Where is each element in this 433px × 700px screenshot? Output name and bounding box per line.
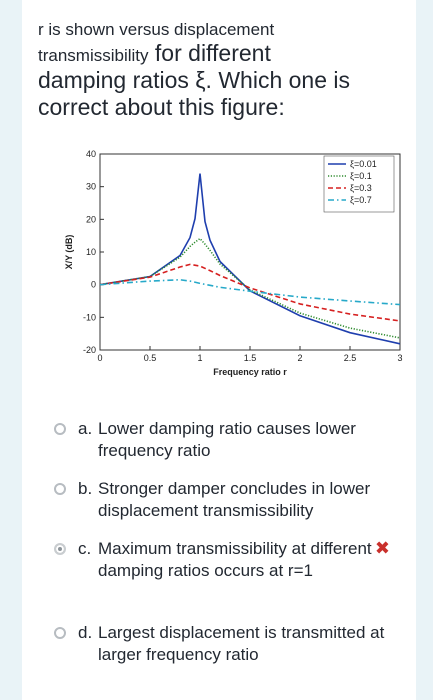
x-tick-label: 0 (97, 353, 102, 363)
series-line-1 (99, 237, 401, 339)
question-card: r is shown versus displacement transmiss… (22, 0, 416, 700)
x-axis-label: Frequency ratio r (213, 367, 287, 377)
option-b-text: Stronger damper concludes in lower displ… (98, 479, 371, 520)
y-tick-label: 20 (86, 214, 96, 224)
option-d-text: Largest displacement is transmitted at l… (98, 623, 385, 664)
x-tick-label: 2.5 (344, 353, 357, 363)
question-line-3: damping ratios ξ. Which one is (38, 67, 350, 94)
y-tick-label: 30 (86, 182, 96, 192)
series-line-2 (99, 263, 401, 322)
radio-d[interactable] (54, 627, 66, 639)
x-tick-label: 3 (397, 353, 402, 363)
series-line-0 (99, 173, 401, 345)
x-tick-label: 0.5 (144, 353, 157, 363)
radio-b[interactable] (54, 483, 66, 495)
option-c-letter: c. (78, 539, 92, 558)
y-tick-label: 10 (86, 247, 96, 257)
x-tick-label: 1.5 (244, 353, 257, 363)
transmissibility-figure: 0 0.5 1 1.5 2 2.5 3 -20 -10 0 10 20 30 40 Frequency ra… (60, 146, 410, 386)
option-a[interactable]: a. Lower damping ratio causes lower freq… (46, 414, 406, 462)
question-line-1: r is shown versus displacement (38, 20, 275, 39)
question-line-2: transmissibility for different (38, 40, 408, 67)
radio-c-selected[interactable] (54, 543, 66, 555)
incorrect-x-icon: ✖ (374, 538, 390, 558)
transmissibility-chart: 0 0.5 1 1.5 2 2.5 3 -20 -10 0 10 20 30 40 Frequency ra… (64, 149, 403, 377)
y-tick-label: 40 (86, 149, 96, 159)
option-b-letter: b. (78, 479, 93, 498)
legend-label-2: ξ=0.3 (350, 183, 372, 193)
option-b[interactable]: b. Stronger damper concludes in lower di… (46, 474, 406, 522)
question-text: r is shown versus displacement transmiss… (38, 20, 408, 121)
x-tick-label: 1 (197, 353, 202, 363)
question-line-2-small: transmissibility (38, 46, 149, 66)
option-a-text: Lower damping ratio causes lower frequen… (98, 419, 356, 460)
x-tick-label: 2 (297, 353, 302, 363)
option-c[interactable]: c. Maximum transmissibility at different… (46, 534, 406, 582)
option-d-letter: d. (78, 623, 93, 642)
legend-label-1: ξ=0.1 (350, 171, 372, 181)
radio-a[interactable] (54, 423, 66, 435)
question-line-4: correct about this figure: (38, 94, 285, 121)
y-tick-label: 0 (91, 280, 96, 290)
legend-box (323, 155, 395, 213)
series-line-3 (99, 278, 401, 306)
option-d[interactable]: d. Largest displacement is transmitted a… (46, 618, 406, 666)
legend-label-0: ξ=0.01 (350, 159, 377, 169)
legend-label-3: ξ=0.7 (350, 195, 372, 205)
question-line-2-large: for different (148, 40, 271, 67)
option-a-letter: a. (78, 419, 93, 438)
y-tick-label: -20 (83, 345, 96, 355)
y-tick-label: -10 (83, 312, 96, 322)
y-axis-label: X/Y (dB) (64, 235, 74, 270)
option-c-text: Maximum transmissibility at different da… (98, 539, 372, 580)
